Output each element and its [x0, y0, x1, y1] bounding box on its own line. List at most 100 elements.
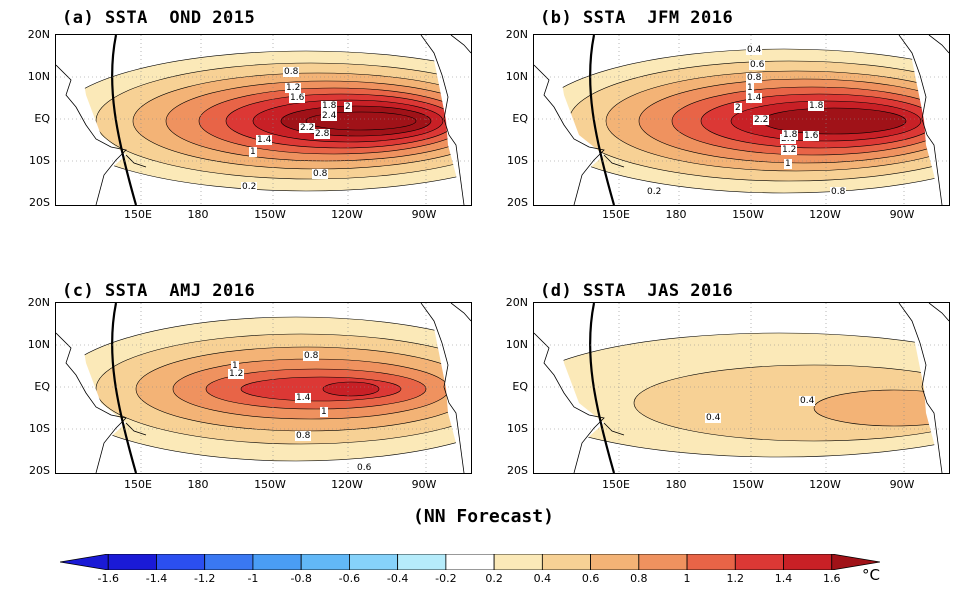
contour-label: 2.4 — [321, 111, 338, 121]
colorbar — [60, 554, 880, 570]
colorbar-swatch — [156, 554, 206, 570]
contour-label: 0.4 — [799, 396, 816, 406]
colorbar-swatch — [783, 554, 833, 570]
contour-label: 0.6 — [356, 463, 373, 473]
land-mask — [56, 303, 126, 473]
contour-label: 0.8 — [283, 67, 300, 77]
colorbar-tick-label: -0.2 — [435, 572, 457, 585]
lon-tick: 150E — [602, 478, 630, 491]
lon-tick: 150W — [732, 208, 764, 221]
coastline — [603, 154, 625, 168]
contour-label: 2.2 — [299, 123, 316, 133]
lat-tick: 10S — [507, 422, 528, 435]
contour-label: 1.2 — [228, 369, 245, 379]
contour-label: 2.2 — [753, 115, 770, 125]
map-panel-c: 1 1.2 0.8 1.4 1 0.8 0.6 — [55, 302, 472, 474]
lon-tick: 90W — [889, 208, 915, 221]
lon-tick: 120W — [809, 208, 841, 221]
contour-label: 0.8 — [295, 431, 312, 441]
land-mask — [56, 35, 126, 205]
lon-tick: 120W — [331, 208, 363, 221]
colorbar-swatch — [686, 554, 736, 570]
coastline — [420, 303, 465, 473]
contour-label: 1.8 — [782, 130, 799, 140]
contour-label: 1.2 — [285, 83, 302, 93]
contour-label: 1.4 — [746, 93, 763, 103]
lon-tick: 90W — [411, 208, 437, 221]
colorbar-tick-label: 0.2 — [485, 572, 503, 585]
land-mask — [912, 303, 949, 473]
lon-tick: 150W — [254, 478, 286, 491]
coastline — [534, 64, 605, 205]
colorbar-tick-label: 1 — [683, 572, 691, 585]
colorbar-arrow-low — [60, 554, 109, 570]
forecast-subtitle: (NN Forecast) — [413, 506, 554, 527]
land-mask — [534, 35, 604, 205]
lon-tick: 150W — [254, 208, 286, 221]
coastline — [928, 35, 949, 54]
contour-label: 0.2 — [241, 182, 258, 192]
coastline — [603, 422, 625, 436]
colorbar-tick-label: 0.8 — [630, 572, 648, 585]
colorbar-tick-label: 1.4 — [774, 572, 793, 585]
lat-tick: 20S — [507, 196, 528, 209]
colorbar-tick-label: 0.4 — [533, 572, 552, 585]
contour-label: 1.4 — [295, 393, 312, 403]
map-panel-a: 0.8 1.2 1.6 1.8 2 2.4 2.2 2.8 1.4 1 0.8 0.2 — [55, 34, 472, 206]
colorbar-tick-label: -1.6 — [97, 572, 119, 585]
coastline — [450, 35, 471, 54]
lat-tick: 20N — [27, 296, 50, 309]
coastline — [898, 35, 943, 205]
map-panel-d: 0.4 0.4 — [533, 302, 950, 474]
lon-tick: 180 — [665, 478, 687, 491]
panel-d-title: (d) SSTA JAS 2016 — [540, 281, 734, 301]
colorbar-unit: °C — [862, 566, 880, 584]
lon-tick: 120W — [809, 478, 841, 491]
contour-label: 2 — [344, 102, 352, 112]
colorbar-swatch — [300, 554, 350, 570]
colorbar-tick-label: -1 — [247, 572, 259, 585]
contour-label: 0.2 — [646, 187, 663, 197]
lat-tick: EQ — [34, 112, 50, 125]
colorbar-tick-label: -1.4 — [145, 572, 168, 585]
coastline — [56, 64, 127, 205]
lon-tick: 120W — [331, 478, 363, 491]
contour-label: 1.2 — [781, 145, 798, 155]
colorbar-swatch — [107, 554, 157, 570]
contour-label: 1.4 — [256, 135, 273, 145]
colorbar-swatch — [734, 554, 784, 570]
contour-label: 0.8 — [746, 73, 763, 83]
coastline — [928, 303, 949, 322]
lat-tick: 20S — [29, 464, 50, 477]
coastline — [125, 154, 147, 168]
contour-label: 1 — [249, 147, 257, 157]
map-panel-b: 0.40.60.811.41.822.22.61.81.61.210.20.8 — [533, 34, 950, 206]
contour-label: 2.8 — [314, 129, 331, 139]
contour-label: 0.8 — [830, 187, 847, 197]
lat-tick: 10N — [27, 338, 50, 351]
lon-tick: 90W — [411, 478, 437, 491]
anomaly-contour — [322, 381, 380, 397]
colorbar-swatch — [397, 554, 447, 570]
coastline — [534, 332, 605, 473]
panel-a-title: (a) SSTA OND 2015 — [62, 8, 256, 28]
colorbar-tick-label: -0.8 — [290, 572, 312, 585]
colorbar-tick-label: 1.6 — [823, 572, 841, 585]
colorbar-swatch — [590, 554, 640, 570]
lat-tick: EQ — [512, 112, 528, 125]
colorbar-swatch — [638, 554, 688, 570]
colorbar-swatch — [349, 554, 399, 570]
colorbar-tick-label: -1.2 — [193, 572, 216, 585]
lon-tick: 90W — [889, 478, 915, 491]
contour-label: 1.6 — [289, 93, 306, 103]
lat-tick: 20S — [29, 196, 50, 209]
lon-tick: 180 — [665, 208, 687, 221]
lat-tick: 10S — [29, 154, 50, 167]
coastline — [56, 332, 127, 473]
land-mask — [434, 303, 471, 473]
map-svg — [56, 303, 471, 473]
colorbar-swatch — [493, 554, 543, 570]
lat-tick: 10N — [505, 338, 528, 351]
colorbar-swatch — [445, 554, 495, 570]
land-mask — [434, 35, 471, 205]
